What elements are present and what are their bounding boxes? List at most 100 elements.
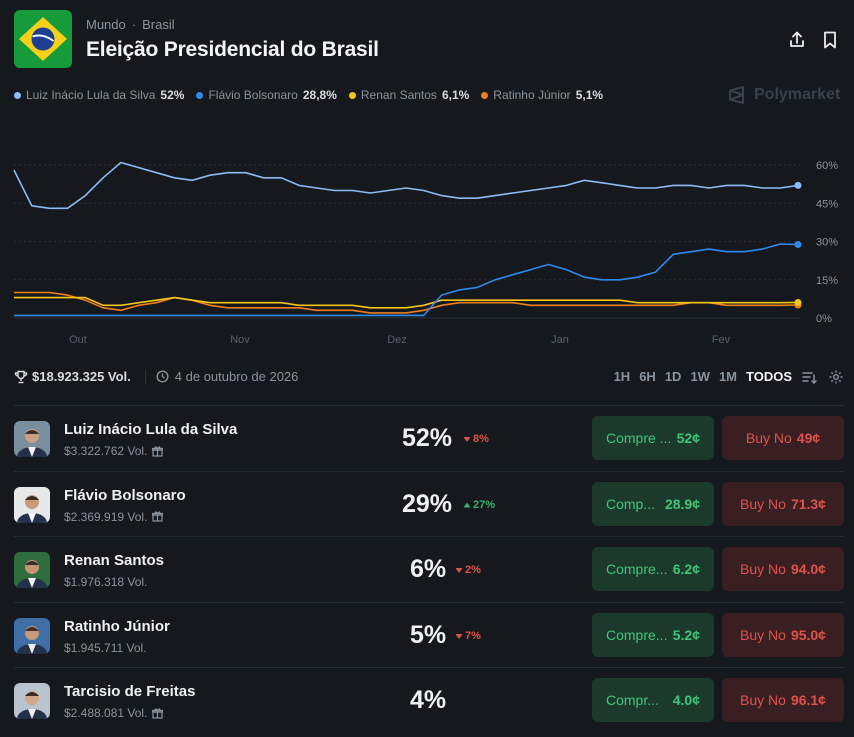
- buy-no-button[interactable]: Buy No 96.1¢: [722, 678, 844, 723]
- candidate-name[interactable]: Renan Santos: [64, 552, 165, 570]
- buy-no-price: 96.1¢: [790, 692, 826, 709]
- buy-yes-button[interactable]: Compre ... 52¢: [592, 416, 714, 460]
- buy-yes-label: Compre...: [606, 626, 668, 643]
- probability-change: 27%: [463, 499, 495, 511]
- candidate-volume: $1.945.711 Vol.: [64, 641, 147, 655]
- buy-no-button[interactable]: Buy No 95.0¢: [722, 612, 844, 657]
- candidate-volume: $1.976.318 Vol.: [64, 575, 147, 589]
- y-tick-label: 30%: [816, 237, 838, 249]
- y-tick-label: 0%: [816, 313, 832, 325]
- brand-name: Polymarket: [754, 86, 841, 103]
- breadcrumb-item-mundo[interactable]: Mundo: [86, 17, 126, 32]
- buy-no-label: Buy No: [740, 561, 786, 578]
- gift-icon: [152, 511, 164, 522]
- legend-item-lula: Luiz Inácio Lula da Silva 52%: [14, 88, 184, 102]
- legend-dot: [14, 91, 21, 99]
- candidate-row-ratinho[interactable]: Ratinho Júnior $1.945.711 Vol. 5% 7% Compre.…: [14, 601, 844, 668]
- volume-text: $18.923.325 Vol.: [32, 369, 131, 384]
- buy-no-label: Buy No: [740, 495, 786, 512]
- candidate-name[interactable]: Tarcisio de Freitas: [64, 683, 196, 701]
- series-endpoint: [794, 181, 802, 189]
- candidate-probability: 5%: [410, 620, 447, 649]
- buy-yes-button[interactable]: Compre... 5.2¢: [592, 612, 714, 657]
- candidate-avatar: [14, 617, 50, 654]
- legend-item-bolsonaro: Flávio Bolsonaro 28,8%: [196, 88, 337, 102]
- legend-name: Luiz Inácio Lula da Silva: [26, 88, 156, 102]
- y-tick-label: 45%: [816, 198, 838, 210]
- buy-no-button[interactable]: Buy No 94.0¢: [722, 547, 844, 592]
- candidate-row-tarcisio[interactable]: Tarcisio de Freitas $2.488.081 Vol. 4% Comp…: [14, 667, 844, 733]
- range-1w[interactable]: 1W: [690, 369, 710, 384]
- buy-yes-price: 52¢: [676, 430, 700, 446]
- buy-no-price: 94.0¢: [790, 561, 826, 578]
- buy-no-button[interactable]: Buy No 49¢: [722, 416, 844, 460]
- buy-yes-label: Comp...: [606, 495, 656, 512]
- date-text: 4 de outubro de 2026: [174, 369, 299, 384]
- price-history-chart[interactable]: 60% 45% 30% 15% 0% Out Nov Dez Jan Fev: [0, 140, 854, 350]
- range-6h[interactable]: 6H: [639, 369, 656, 384]
- series-endpoint: [794, 298, 802, 306]
- candidate-name[interactable]: Ratinho Júnior: [64, 617, 170, 635]
- candidate-row-bolsonaro[interactable]: Flávio Bolsonaro $2.369.919 Vol. 29% 27% Com…: [14, 470, 844, 537]
- candidate-volume-text: $2.369.919 Vol.: [64, 509, 148, 524]
- probability-change: 7%: [455, 630, 481, 642]
- x-tick-label: Nov: [230, 334, 250, 346]
- buy-yes-label: Compr...: [606, 692, 659, 709]
- candidate-volume-text: $3.322.762 Vol.: [64, 444, 148, 458]
- buy-yes-price: 28.9¢: [664, 495, 700, 512]
- buy-no-price: 49¢: [796, 430, 821, 446]
- polymarket-logo: Polymarket: [727, 85, 840, 105]
- legend-item-santos: Renan Santos 6,1%: [348, 88, 469, 102]
- buy-yes-button[interactable]: Comp... 28.9¢: [592, 481, 714, 526]
- candidate-name[interactable]: Flávio Bolsonaro: [64, 486, 186, 504]
- buy-no-label: Buy No: [745, 430, 792, 446]
- x-tick-label: Dez: [387, 334, 407, 346]
- trend-down-icon: [463, 437, 471, 442]
- probability-change: 2%: [455, 564, 481, 576]
- legend-name: Ratinho Júnior: [493, 88, 571, 102]
- legend-dot: [196, 91, 204, 99]
- buy-no-button[interactable]: Buy No 71.3¢: [722, 481, 844, 526]
- candidate-volume: $2.369.919 Vol.: [64, 509, 164, 524]
- settings-gear-icon[interactable]: [828, 369, 844, 385]
- trophy-icon: [14, 370, 28, 383]
- candidate-row-lula[interactable]: Luiz Inácio Lula da Silva $3.322.762 Vol.…: [14, 405, 844, 471]
- buy-no-price: 71.3¢: [790, 495, 826, 512]
- breadcrumb: Mundo · Brasil: [86, 17, 175, 32]
- legend-pct: 28,8%: [302, 88, 337, 102]
- probability-change-text: 8%: [473, 433, 489, 445]
- candidate-probability: 52%: [402, 424, 453, 452]
- buy-yes-price: 4.0¢: [672, 692, 700, 709]
- series-line: [14, 243, 799, 317]
- buy-yes-price: 6.2¢: [672, 561, 700, 578]
- range-1d[interactable]: 1D: [664, 369, 682, 384]
- buy-yes-button[interactable]: Compr... 4.0¢: [592, 678, 714, 723]
- clock-icon: [156, 370, 169, 383]
- range-1h[interactable]: 1H: [613, 369, 631, 384]
- candidate-row-santos[interactable]: Renan Santos $1.976.318 Vol. 6% 2% Compre...…: [14, 536, 844, 602]
- range-all[interactable]: TODOS: [746, 369, 792, 384]
- candidate-name[interactable]: Luiz Inácio Lula da Silva: [64, 421, 238, 438]
- share-icon[interactable]: [787, 30, 807, 50]
- range-1m[interactable]: 1M: [718, 369, 737, 384]
- probability-change: 8%: [463, 433, 489, 445]
- filter-sort-icon[interactable]: [801, 369, 817, 385]
- trend-down-icon: [455, 633, 463, 639]
- legend-pct: 52%: [160, 88, 185, 102]
- legend-pct: 5,1%: [575, 88, 604, 102]
- series-line: [13, 161, 799, 210]
- breadcrumb-item-brasil[interactable]: Brasil: [142, 17, 175, 32]
- buy-yes-price: 5.2¢: [672, 626, 700, 643]
- polymarket-logo-icon: [729, 86, 744, 104]
- candidate-volume: $2.488.081 Vol.: [64, 706, 164, 720]
- bookmark-icon[interactable]: [820, 30, 840, 50]
- candidate-volume-text: $1.945.711 Vol.: [64, 640, 147, 655]
- candidate-probability: 29%: [402, 489, 453, 518]
- buy-yes-button[interactable]: Compre... 6.2¢: [592, 547, 714, 592]
- candidate-avatar: [14, 552, 50, 589]
- page-title: Eleição Presidencial do Brasil: [86, 38, 379, 61]
- trend-down-icon: [455, 568, 463, 574]
- buy-no-label: Buy No: [740, 692, 786, 709]
- legend-item-ratinho: Ratinho Júnior 5,1%: [481, 88, 603, 102]
- gift-icon: [152, 708, 164, 719]
